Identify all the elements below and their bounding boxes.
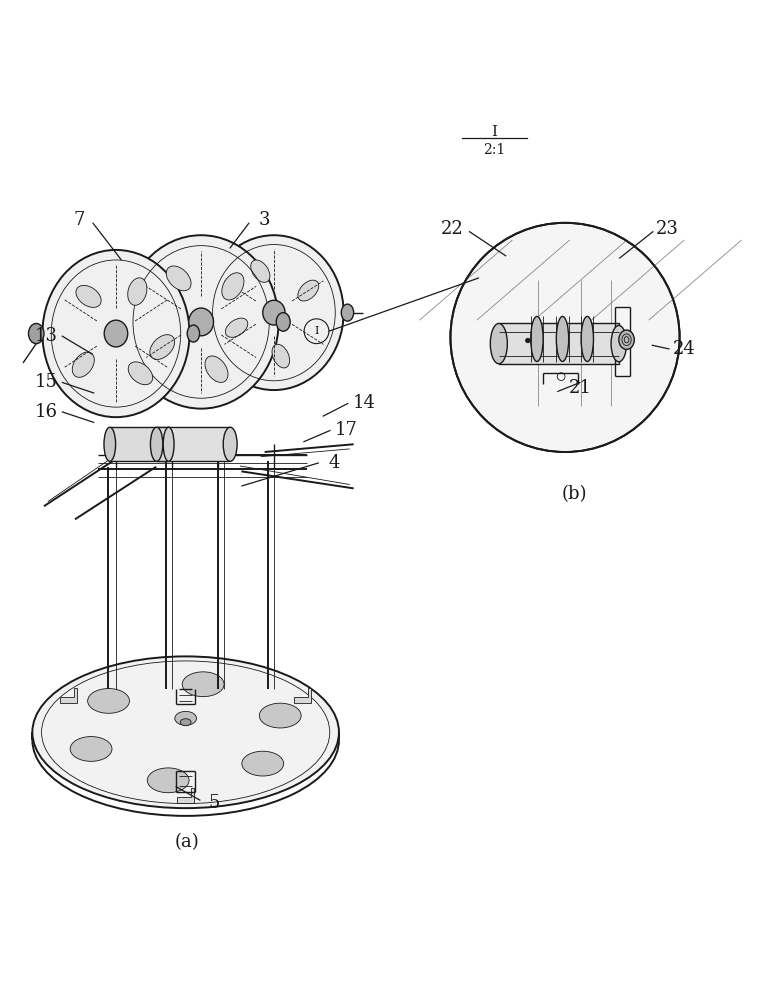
Text: 15: 15: [35, 373, 57, 391]
Ellipse shape: [205, 356, 228, 382]
Text: 2:1: 2:1: [483, 143, 506, 157]
Ellipse shape: [272, 344, 290, 368]
Ellipse shape: [556, 316, 569, 362]
Ellipse shape: [204, 235, 343, 390]
Ellipse shape: [127, 278, 147, 305]
Circle shape: [451, 223, 680, 452]
Polygon shape: [157, 427, 230, 461]
Text: 16: 16: [35, 403, 57, 421]
Text: (a): (a): [175, 833, 200, 851]
Ellipse shape: [581, 316, 594, 362]
Ellipse shape: [611, 325, 626, 362]
Ellipse shape: [263, 300, 285, 325]
Text: I: I: [492, 125, 497, 139]
Ellipse shape: [29, 323, 44, 344]
Ellipse shape: [223, 427, 237, 461]
Ellipse shape: [183, 672, 224, 697]
Text: 23: 23: [656, 220, 678, 238]
Ellipse shape: [33, 656, 339, 808]
Ellipse shape: [221, 273, 244, 300]
Ellipse shape: [180, 719, 191, 726]
Ellipse shape: [43, 250, 190, 417]
Ellipse shape: [72, 352, 94, 377]
Text: 7: 7: [73, 211, 85, 229]
Polygon shape: [177, 788, 194, 803]
Ellipse shape: [277, 313, 290, 331]
Ellipse shape: [151, 427, 163, 461]
Ellipse shape: [70, 737, 112, 761]
Ellipse shape: [298, 280, 319, 301]
Ellipse shape: [76, 285, 101, 307]
Ellipse shape: [531, 316, 543, 362]
Ellipse shape: [166, 266, 191, 291]
Polygon shape: [110, 427, 169, 461]
Ellipse shape: [490, 323, 507, 364]
Text: 24: 24: [673, 340, 695, 358]
Polygon shape: [294, 688, 311, 703]
Ellipse shape: [88, 689, 130, 713]
Ellipse shape: [104, 427, 116, 461]
Text: (b): (b): [562, 485, 587, 503]
Ellipse shape: [124, 235, 279, 409]
Ellipse shape: [148, 768, 189, 793]
Text: 22: 22: [441, 220, 463, 238]
Ellipse shape: [104, 320, 127, 347]
Text: 14: 14: [352, 394, 375, 412]
Polygon shape: [61, 688, 78, 703]
Text: 3: 3: [259, 211, 270, 229]
Ellipse shape: [618, 330, 634, 349]
Ellipse shape: [175, 711, 197, 725]
Ellipse shape: [242, 751, 284, 776]
Text: 17: 17: [334, 421, 357, 439]
Polygon shape: [499, 323, 618, 364]
Text: 5: 5: [208, 794, 220, 812]
Ellipse shape: [150, 335, 175, 359]
Ellipse shape: [128, 362, 152, 385]
Text: I: I: [314, 326, 319, 336]
Ellipse shape: [189, 308, 214, 336]
Text: 21: 21: [569, 379, 592, 397]
Ellipse shape: [225, 318, 248, 337]
Text: 4: 4: [329, 454, 340, 472]
Circle shape: [525, 338, 530, 343]
Ellipse shape: [260, 703, 301, 728]
Ellipse shape: [251, 260, 270, 282]
Ellipse shape: [163, 427, 174, 461]
Ellipse shape: [187, 325, 200, 342]
Text: 13: 13: [35, 327, 57, 345]
Ellipse shape: [341, 304, 354, 321]
